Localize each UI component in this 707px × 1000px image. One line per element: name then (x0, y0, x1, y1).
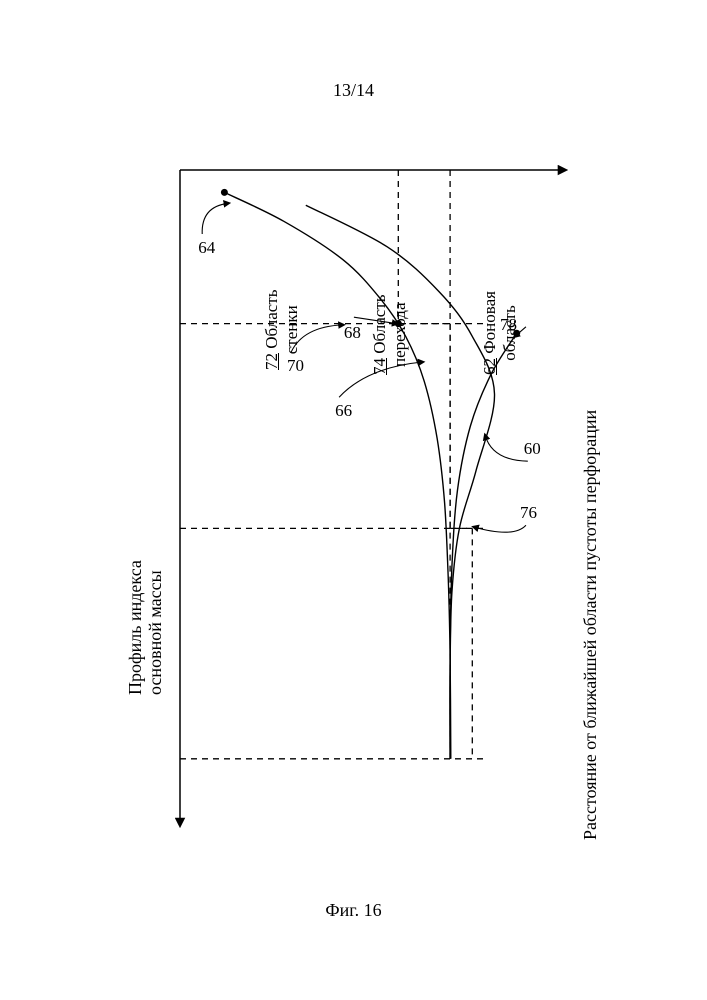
page-number: 13/14 (0, 80, 707, 101)
ref-68: 68 (344, 323, 361, 343)
figure-caption: Фиг. 16 (0, 900, 707, 921)
ref-76: 76 (520, 503, 537, 523)
figure-16: Профиль индекса основной массы Расстояни… (110, 150, 590, 870)
y-axis-label-line1: Профиль индекса (125, 560, 146, 695)
y-axis-label-line2: основной массы (145, 570, 166, 695)
ref-64: 64 (198, 238, 215, 258)
ref-66: 66 (335, 401, 352, 421)
region-transition-label: 74 Областьперехода (370, 294, 410, 375)
ref-70: 70 (287, 356, 304, 376)
chart-svg (110, 150, 590, 870)
ref-78: 78 (500, 315, 517, 335)
ref-60: 60 (524, 439, 541, 459)
x-axis-label: Расстояние от ближайшей области пустоты … (580, 410, 601, 840)
